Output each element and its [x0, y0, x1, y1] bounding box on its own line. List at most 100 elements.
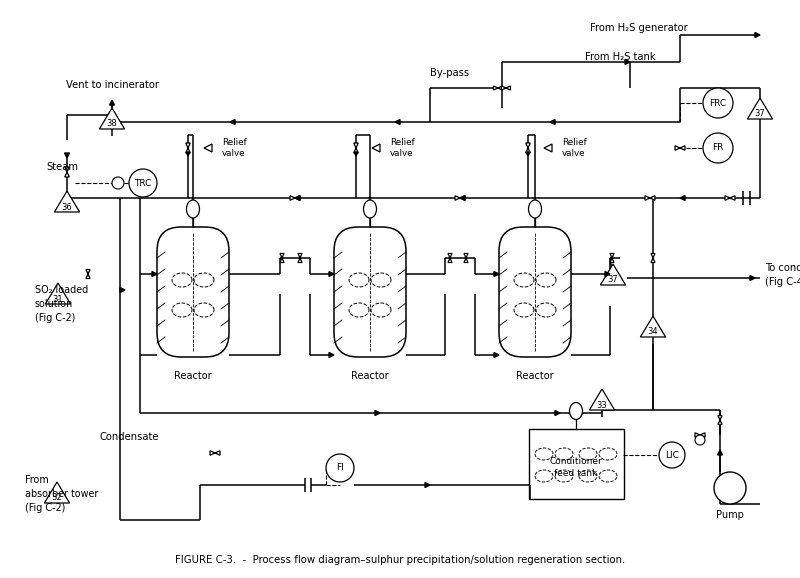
Polygon shape [395, 120, 400, 124]
Polygon shape [675, 146, 685, 150]
Text: From H₂S generator: From H₂S generator [590, 23, 688, 33]
Polygon shape [65, 153, 70, 158]
Polygon shape [494, 353, 499, 358]
Text: TRC: TRC [134, 179, 152, 187]
Polygon shape [494, 272, 499, 276]
Text: FI: FI [336, 464, 344, 472]
Polygon shape [610, 254, 614, 262]
Text: SO₂ loaded: SO₂ loaded [35, 285, 88, 295]
Polygon shape [99, 108, 125, 129]
Text: absorber tower: absorber tower [25, 489, 98, 499]
Polygon shape [280, 254, 284, 262]
Text: 37: 37 [608, 276, 618, 284]
Text: By-pass: By-pass [430, 68, 469, 78]
Polygon shape [747, 98, 773, 119]
Polygon shape [298, 254, 302, 262]
Text: 32: 32 [52, 494, 62, 502]
Polygon shape [544, 144, 552, 152]
Polygon shape [464, 254, 468, 262]
Text: Reactor: Reactor [351, 371, 389, 381]
Ellipse shape [363, 200, 377, 218]
Polygon shape [448, 254, 452, 262]
Ellipse shape [529, 200, 542, 218]
Polygon shape [494, 86, 502, 90]
Polygon shape [425, 483, 430, 487]
Polygon shape [718, 450, 722, 455]
Polygon shape [354, 152, 358, 156]
Polygon shape [329, 272, 334, 276]
Text: Condensate: Condensate [100, 432, 159, 442]
Polygon shape [555, 410, 560, 416]
Polygon shape [354, 143, 358, 153]
Text: Conditioner: Conditioner [550, 458, 602, 466]
Polygon shape [329, 353, 334, 358]
Polygon shape [725, 196, 735, 200]
Circle shape [703, 133, 733, 163]
Text: LIC: LIC [665, 450, 679, 460]
Text: Steam: Steam [46, 162, 78, 172]
Polygon shape [526, 143, 530, 153]
Polygon shape [120, 287, 125, 292]
FancyBboxPatch shape [499, 227, 571, 357]
Polygon shape [110, 100, 114, 105]
FancyBboxPatch shape [157, 227, 229, 357]
Text: feed tank: feed tank [554, 469, 598, 477]
Circle shape [326, 454, 354, 482]
Polygon shape [210, 451, 220, 455]
Polygon shape [455, 196, 465, 200]
Circle shape [112, 177, 124, 189]
Text: 34: 34 [648, 328, 658, 336]
Text: (Fig C-4): (Fig C-4) [765, 277, 800, 287]
Text: From: From [25, 475, 49, 485]
Text: To conditioner: To conditioner [765, 263, 800, 273]
Polygon shape [640, 316, 666, 337]
Polygon shape [295, 195, 300, 201]
Text: Vent to incinerator: Vent to incinerator [66, 80, 158, 90]
Polygon shape [186, 152, 190, 156]
Text: Relief
valve: Relief valve [562, 138, 586, 158]
Polygon shape [526, 152, 530, 156]
Text: solution: solution [35, 299, 74, 309]
Polygon shape [204, 144, 212, 152]
Text: FR: FR [712, 143, 724, 153]
FancyBboxPatch shape [334, 227, 406, 357]
Circle shape [129, 169, 157, 197]
Text: FRC: FRC [710, 98, 726, 108]
Circle shape [703, 88, 733, 118]
Ellipse shape [186, 200, 199, 218]
Polygon shape [230, 120, 235, 124]
Polygon shape [718, 416, 722, 424]
Polygon shape [550, 120, 555, 124]
Text: Relief
valve: Relief valve [390, 138, 414, 158]
Polygon shape [54, 191, 79, 212]
Text: 31: 31 [53, 295, 63, 303]
Text: FIGURE C-3.  -  Process flow diagram–sulphur precipitation/solution regeneration: FIGURE C-3. - Process flow diagram–sulph… [175, 555, 625, 565]
Polygon shape [651, 254, 655, 262]
Text: Reactor: Reactor [516, 371, 554, 381]
Polygon shape [152, 272, 157, 276]
Text: (Fig C-2): (Fig C-2) [25, 503, 66, 513]
Polygon shape [290, 196, 300, 200]
Polygon shape [590, 389, 614, 410]
Polygon shape [755, 32, 760, 38]
Ellipse shape [570, 402, 582, 420]
Polygon shape [750, 276, 755, 280]
Polygon shape [645, 196, 655, 200]
Circle shape [659, 442, 685, 468]
Polygon shape [680, 195, 685, 201]
Text: 38: 38 [106, 120, 118, 128]
Polygon shape [695, 433, 705, 437]
Text: 33: 33 [597, 401, 607, 409]
Bar [529, 429, 624, 499]
Text: 36: 36 [62, 202, 72, 212]
Polygon shape [65, 167, 70, 177]
Polygon shape [186, 143, 190, 153]
Circle shape [714, 472, 746, 504]
Polygon shape [460, 195, 465, 201]
Polygon shape [600, 264, 626, 285]
Text: From H₂S tank: From H₂S tank [585, 52, 656, 62]
Polygon shape [375, 410, 380, 416]
Circle shape [695, 435, 705, 445]
Polygon shape [625, 60, 630, 65]
Polygon shape [45, 482, 70, 503]
